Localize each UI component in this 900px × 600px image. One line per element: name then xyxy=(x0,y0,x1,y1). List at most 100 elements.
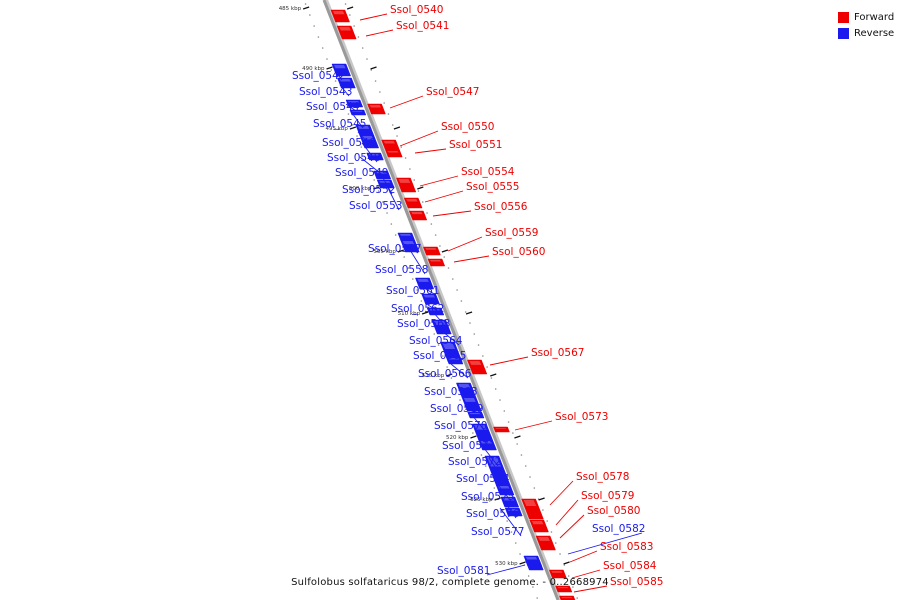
gene-label[interactable]: Ssol_0558 xyxy=(375,264,428,276)
gene-labels[interactable]: Ssol_0540 Ssol_0541 Ssol_0542 Ssol_0543 Ssol… xyxy=(292,4,663,593)
gene-label-connector xyxy=(489,356,529,366)
gene-label[interactable]: Ssol_0561 xyxy=(386,285,439,297)
gene-block[interactable] xyxy=(548,569,567,579)
gene-label[interactable]: Ssol_0556 xyxy=(474,201,528,213)
gene-label[interactable]: Ssol_0546 xyxy=(322,137,376,149)
gene-label[interactable]: Ssol_0560 xyxy=(492,246,545,258)
gene-block[interactable] xyxy=(535,535,556,551)
gene-label[interactable]: Ssol_0570 xyxy=(434,420,487,432)
gene-label[interactable]: Ssol_0584 xyxy=(603,560,657,572)
gene-block-highlight xyxy=(448,358,460,360)
gene-block-highlight xyxy=(406,199,418,202)
gene-block[interactable] xyxy=(415,277,435,290)
gene-label[interactable]: Ssol_0579 xyxy=(581,490,634,502)
gene-block[interactable] xyxy=(349,109,367,116)
gene-label[interactable]: Ssol_0559 xyxy=(485,227,538,239)
gene-block[interactable] xyxy=(403,197,423,209)
gene-label[interactable]: Ssol_0550 xyxy=(441,121,494,133)
gene-label[interactable]: Ssol_0553 xyxy=(349,200,402,212)
gene-block[interactable] xyxy=(408,210,428,221)
gene-label[interactable]: Ssol_0555 xyxy=(466,181,519,193)
gene-block-highlight xyxy=(525,557,538,560)
gene-block[interactable] xyxy=(500,496,520,508)
gene-label[interactable]: Ssol_0551 xyxy=(449,139,502,151)
gene-label-connector xyxy=(389,95,424,109)
gene-label[interactable]: Ssol_0568 xyxy=(424,386,477,398)
genome-backbone xyxy=(322,0,562,600)
gene-label[interactable]: Ssol_0580 xyxy=(587,505,640,517)
gene-block[interactable] xyxy=(330,9,350,23)
gene-label-connector xyxy=(471,414,485,431)
gene-block[interactable] xyxy=(337,77,356,89)
gene-label[interactable]: Ssol_0583 xyxy=(600,541,653,553)
gene-label-connector xyxy=(359,13,388,21)
gene-block-highlight xyxy=(551,571,563,573)
gene-label[interactable]: Ssol_0542 xyxy=(292,70,345,82)
gene-label[interactable]: Ssol_0552 xyxy=(342,184,395,196)
gene-label[interactable]: Ssol_0562 xyxy=(391,303,444,315)
gene-block[interactable] xyxy=(376,179,395,189)
gene-label[interactable]: Ssol_0573 xyxy=(555,411,608,423)
gene-block[interactable] xyxy=(529,519,549,533)
gene-block[interactable] xyxy=(431,319,452,335)
gene-block[interactable] xyxy=(504,507,523,517)
gene-label[interactable]: Ssol_0541 xyxy=(396,20,449,32)
gene-block[interactable] xyxy=(461,396,482,412)
gene-label-connector xyxy=(441,330,460,346)
gene-label[interactable]: Ssol_0557 xyxy=(368,243,421,255)
gene-label-connector xyxy=(488,457,507,484)
gene-block[interactable] xyxy=(422,246,441,256)
gene-label[interactable]: Ssol_0571 xyxy=(442,440,495,452)
gene-label[interactable]: Ssol_0545 xyxy=(313,118,366,130)
gene-label[interactable]: Ssol_0540 xyxy=(390,4,443,16)
gene-block[interactable] xyxy=(427,258,446,267)
gene-label[interactable]: Ssol_0566 xyxy=(418,368,472,380)
gene-label[interactable]: Ssol_0569 xyxy=(430,403,483,415)
gene-block[interactable] xyxy=(559,595,576,600)
gene-label[interactable]: Ssol_0547 xyxy=(426,86,479,98)
gene-features[interactable] xyxy=(330,9,576,600)
gene-label[interactable]: Ssol_0544 xyxy=(306,101,360,113)
gene-label[interactable]: Ssol_0549 xyxy=(335,167,388,179)
gene-label-connector xyxy=(399,130,439,147)
gene-label[interactable]: Ssol_0575 xyxy=(461,491,514,503)
gene-block[interactable] xyxy=(400,239,420,253)
gene-block[interactable] xyxy=(426,307,445,316)
gene-label[interactable]: Ssol_0582 xyxy=(592,523,645,535)
gene-label[interactable]: Ssol_0572 xyxy=(448,456,501,468)
gene-block[interactable] xyxy=(385,149,403,158)
gene-label[interactable]: Ssol_0563 xyxy=(397,318,450,330)
gene-block[interactable] xyxy=(555,585,573,593)
gene-block[interactable] xyxy=(396,177,417,193)
tick-label: 500 kbp xyxy=(349,186,372,192)
gene-label[interactable]: Ssol_0574 xyxy=(456,473,510,485)
gene-label[interactable]: Ssol_0567 xyxy=(531,347,584,359)
gene-label[interactable]: Ssol_0585 xyxy=(610,576,663,588)
gene-label[interactable]: Ssol_0543 xyxy=(299,86,352,98)
gene-label[interactable]: Ssol_0548 xyxy=(327,152,380,164)
gene-block-highlight xyxy=(423,295,436,298)
tick-label: 525 kbp xyxy=(470,497,493,503)
gene-label[interactable]: Ssol_0576 xyxy=(466,508,520,520)
gene-block-highlight xyxy=(469,361,482,365)
gene-label[interactable]: Ssol_0554 xyxy=(461,166,515,178)
gene-block[interactable] xyxy=(336,25,357,40)
gene-block[interactable] xyxy=(521,498,544,520)
gene-block[interactable] xyxy=(367,103,386,115)
gene-block-highlight xyxy=(402,241,415,245)
gene-block[interactable] xyxy=(345,99,364,108)
gene-block[interactable] xyxy=(467,359,488,375)
gene-label[interactable]: Ssol_0564 xyxy=(409,335,463,347)
gene-block[interactable] xyxy=(445,356,464,365)
gene-label-connector xyxy=(334,70,343,81)
gene-block[interactable] xyxy=(493,426,510,433)
gene-label[interactable]: Ssol_0581 xyxy=(437,565,490,577)
gene-label[interactable]: Ssol_0565 xyxy=(413,350,466,362)
gene-label[interactable]: Ssol_0577 xyxy=(471,526,524,538)
gene-label[interactable]: Ssol_0578 xyxy=(576,471,629,483)
gene-block[interactable] xyxy=(421,293,440,305)
gene-label-connector xyxy=(339,84,350,97)
gene-block[interactable] xyxy=(523,555,543,567)
gene-block[interactable] xyxy=(495,484,515,496)
